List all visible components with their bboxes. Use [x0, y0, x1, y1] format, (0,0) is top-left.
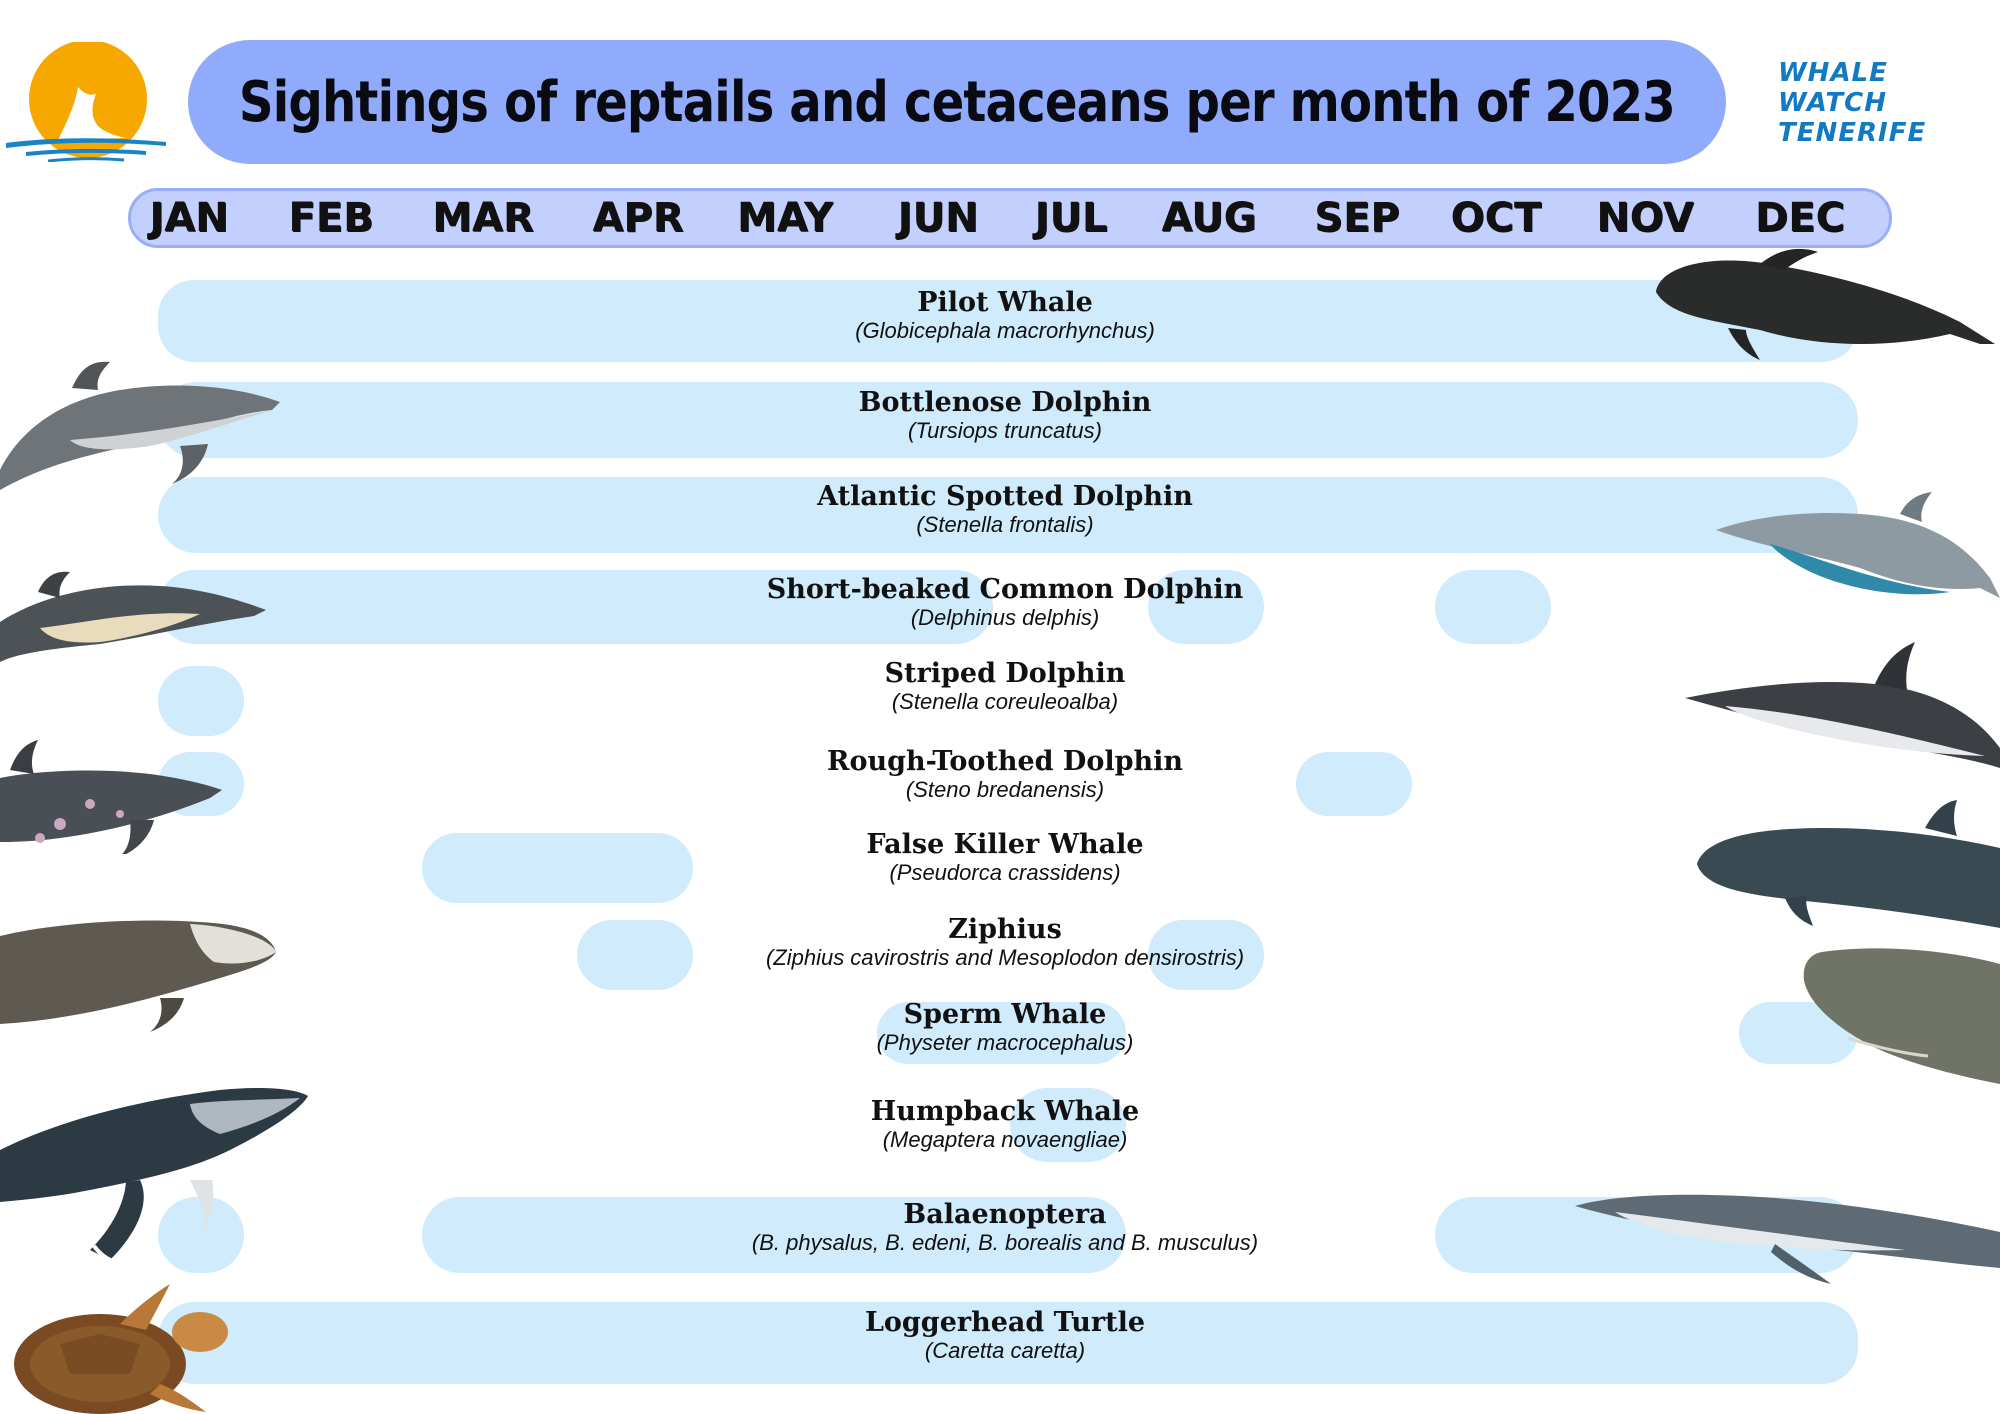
species-common-name: Atlantic Spotted Dolphin: [817, 481, 1193, 512]
species-label-rough-toothed-dolphin: Rough-Toothed Dolphin (Steno bredanensis): [827, 747, 1183, 803]
atlantic-spotted-dolphin-illustration: [1716, 492, 2000, 598]
species-scientific-name: (Pseudorca crassidens): [889, 860, 1121, 885]
species-scientific-name: (Megaptera novaengliae): [882, 1127, 1128, 1152]
brand-line-1: WHALE WATCH: [1778, 58, 1888, 118]
sighting-bar-ziphius-aug-aug: [1148, 920, 1264, 990]
sighting-bar-loggerhead-turtle-jan-dec: [158, 1302, 1858, 1384]
month-label-aug: AUG: [1161, 195, 1257, 241]
species-label-atlantic-spotted-dolphin: Atlantic Spotted Dolphin (Stenella fronta…: [817, 482, 1193, 538]
month-label-mar: MAR: [432, 195, 534, 241]
species-scientific-name: (Globicephala macrorhynchus): [855, 318, 1155, 343]
sighting-bar-humpback-whale-jul-jul: [1010, 1088, 1126, 1162]
sighting-bar-sperm-whale-jun-jul: [877, 1002, 1126, 1064]
brand-name: WHALE WATCH TENERIFE: [1778, 58, 1993, 148]
month-label-apr: APR: [592, 195, 684, 241]
month-label-sep: SEP: [1314, 195, 1400, 241]
species-scientific-name: (B. physalus, B. edeni, B. borealis and …: [751, 1230, 1259, 1255]
species-label-pilot-whale: Pilot Whale (Globicephala macrorhynchus): [855, 288, 1155, 344]
bottlenose-dolphin-illustration: [0, 361, 280, 490]
species-scientific-name: (Stenella frontalis): [916, 512, 1094, 537]
species-label-humpback-whale: Humpback Whale (Megaptera novaengliae): [871, 1097, 1139, 1153]
species-scientific-name: (Caretta caretta): [924, 1338, 1086, 1363]
species-label-false-killer-whale: False Killer Whale (Pseudorca crassidens): [866, 830, 1143, 886]
sighting-bar-short-beaked-common-dolphin-aug-aug: [1148, 570, 1264, 644]
sighting-bar-rough-toothed-dolphin-sep-sep: [1296, 752, 1412, 816]
species-common-name: Short-beaked Common Dolphin: [766, 574, 1244, 605]
species-common-name: Balaenoptera: [903, 1199, 1107, 1230]
month-label-may: MAY: [737, 195, 833, 241]
logo-wave-2: [25, 148, 147, 156]
rough-toothed-dolphin-illustration: [0, 740, 222, 854]
species-label-bottlenose-dolphin: Bottlenose Dolphin (Tursiops truncatus): [859, 388, 1152, 444]
month-label-jan: JAN: [149, 195, 229, 241]
species-common-name: Rough-Toothed Dolphin: [827, 746, 1183, 777]
species-label-short-beaked-common-dolphin: Short-beaked Common Dolphin (Delphinus de…: [767, 575, 1244, 631]
month-axis: JAN FEB MAR APR MAY JUN JUL AUG SEP OCT NOV DEC: [128, 188, 1892, 248]
sighting-bar-short-beaked-common-dolphin-jan-jun: [158, 570, 993, 644]
month-label-feb: FEB: [288, 195, 374, 241]
sighting-bar-pilot-whale-jan-dec: [158, 280, 1858, 362]
month-label-dec: DEC: [1755, 195, 1845, 241]
sighting-bar-balaenoptera-mar-jul: [422, 1197, 1126, 1273]
sighting-bar-sperm-whale-dec-dec: [1739, 1002, 1858, 1064]
species-scientific-name: (Stenella coreuleoalba): [891, 689, 1119, 714]
sighting-bar-balaenoptera-jan-jan: [158, 1197, 244, 1273]
logo-wave: [6, 138, 166, 148]
species-common-name: Loggerhead Turtle: [864, 1307, 1146, 1338]
species-label-ziphius: Ziphius (Ziphius cavirostris and Mesoplod…: [766, 915, 1244, 971]
whale-tail-icon: [58, 87, 126, 140]
sighting-bar-false-killer-whale-mar-apr: [422, 833, 693, 903]
species-scientific-name: (Ziphius cavirostris and Mesoplodon dens…: [765, 945, 1245, 970]
species-label-loggerhead-turtle: Loggerhead Turtle (Caretta caretta): [865, 1308, 1145, 1364]
whale-tail-sun-logo: [6, 42, 166, 162]
logo-wave-3: [47, 157, 125, 162]
sighting-bar-striped-dolphin-jan-jan: [158, 666, 244, 736]
species-scientific-name: (Steno bredanensis): [905, 777, 1105, 802]
pilot-whale-illustration: [1656, 248, 1995, 360]
sighting-bar-bottlenose-dolphin-jan-dec: [158, 382, 1858, 458]
humpback-whale-illustration: [0, 1088, 308, 1264]
month-label-jun: JUN: [897, 195, 979, 241]
title-banner: Sightings of reptails and cetaceans per …: [188, 40, 1726, 164]
species-common-name: Humpback Whale: [870, 1096, 1140, 1127]
false-killer-whale-illustration: [1697, 800, 2000, 928]
month-label-nov: NOV: [1596, 195, 1694, 241]
species-scientific-name: (Physeter macrocephalus): [876, 1030, 1134, 1055]
common-dolphin-illustration: [0, 571, 266, 662]
species-common-name: Sperm Whale: [903, 999, 1107, 1030]
species-common-name: False Killer Whale: [866, 829, 1144, 860]
species-common-name: Pilot Whale: [917, 287, 1093, 318]
brand-line-2: TENERIFE: [1778, 118, 1927, 148]
species-scientific-name: (Tursiops truncatus): [908, 418, 1102, 443]
species-label-striped-dolphin: Striped Dolphin (Stenella coreuleoalba): [885, 659, 1126, 715]
ziphius-illustration: [0, 920, 276, 1032]
loggerhead-turtle-illustration: [14, 1284, 228, 1414]
balaenoptera-illustration: [1575, 1194, 2000, 1284]
month-label-oct: OCT: [1450, 195, 1542, 241]
species-scientific-name: (Delphinus delphis): [910, 605, 1100, 630]
sighting-bar-atlantic-spotted-dolphin-jan-dec: [158, 477, 1858, 553]
striped-dolphin-illustration: [1685, 642, 2000, 768]
page-title: Sightings of reptails and cetaceans per …: [238, 69, 1676, 135]
sighting-bar-short-beaked-common-dolphin-oct-oct: [1435, 570, 1551, 644]
species-common-name: Striped Dolphin: [884, 658, 1126, 689]
species-label-sperm-whale: Sperm Whale (Physeter macrocephalus): [877, 1000, 1134, 1056]
species-label-balaenoptera: Balaenoptera (B. physalus, B. edeni, B. b…: [752, 1200, 1258, 1256]
species-common-name: Bottlenose Dolphin: [858, 387, 1152, 418]
species-common-name: Ziphius: [948, 914, 1062, 945]
month-label-jul: JUL: [1034, 195, 1108, 241]
sperm-whale-illustration: [1803, 948, 2000, 1084]
sighting-bar-ziphius-apr-apr: [577, 920, 693, 990]
